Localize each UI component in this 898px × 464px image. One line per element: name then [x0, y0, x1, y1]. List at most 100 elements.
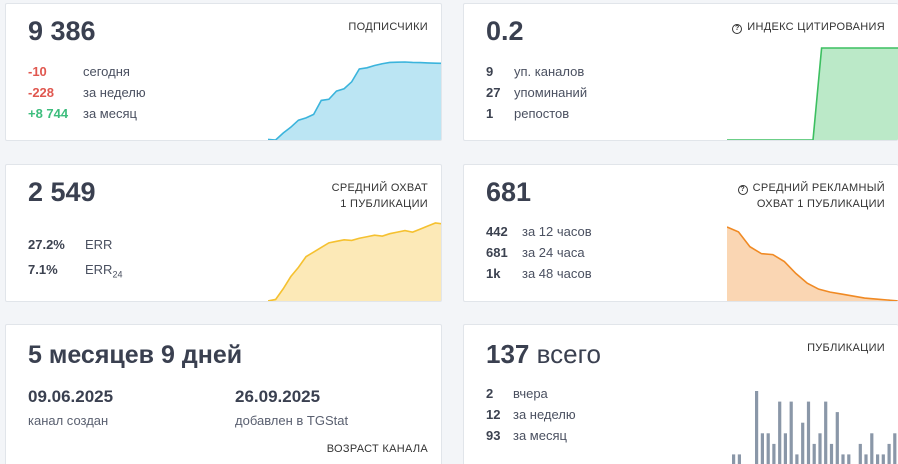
stat-value: 2 — [486, 386, 494, 401]
posts-bar — [766, 433, 770, 464]
help-icon[interactable]: ? — [732, 24, 743, 34]
stat-value: 27 — [486, 85, 501, 100]
channel-age-card[interactable]: 5 месяцев 9 дней 09.06.2025 канал создан… — [5, 324, 442, 464]
stat-row-24h: 681 за 24 часа — [486, 242, 592, 263]
reach-sparkline — [268, 222, 441, 301]
subscribers-card[interactable]: 9 386 ПОДПИСЧИКИ -10 сегодня -228 за недел… — [5, 3, 442, 141]
posts-bar — [778, 401, 782, 464]
added-date: 26.09.2025 — [235, 387, 321, 406]
reach-label-line1: СРЕДНИЙ ОХВАТ — [331, 182, 428, 194]
subscribers-label[interactable]: ПОДПИСЧИКИ — [348, 21, 428, 33]
sparkline-line — [727, 47, 898, 140]
stat-row-err24: 7.1% ERR24 — [28, 259, 122, 280]
stat-text: за 12 часов — [522, 224, 592, 239]
stat-text: за неделю — [83, 85, 146, 100]
posts-count: 137 — [486, 339, 530, 369]
posts-suffix: всего — [536, 339, 601, 369]
posts-bar — [755, 391, 759, 464]
sparkline-area — [268, 62, 441, 140]
posts-bar — [824, 401, 828, 464]
sparkline-line — [727, 226, 898, 301]
posts-bar — [818, 433, 822, 464]
sparkline-area — [727, 227, 898, 301]
stat-text: ERR — [85, 237, 113, 252]
citation-label[interactable]: ? ИНДЕКС ЦИТИРОВАНИЯ — [732, 19, 885, 35]
stat-row-48h: 1k за 48 часов — [486, 263, 592, 284]
stat-row-channels: 9 уп. каналов — [486, 61, 587, 82]
posts-bar — [864, 454, 868, 464]
subscribers-stats: -10 сегодня -228 за неделю +8 744 за месяц — [28, 61, 146, 124]
stat-text: упоминаний — [514, 85, 588, 100]
citation-label-text: ИНДЕКС ЦИТИРОВАНИЯ — [747, 21, 885, 33]
stat-text: за 24 часа — [522, 245, 585, 260]
posts-bar — [881, 454, 885, 464]
stat-subscript: 24 — [112, 269, 123, 280]
reach-label-line2: 1 ПУБЛИКАЦИИ — [340, 198, 428, 210]
stat-text: за 48 часов — [522, 266, 592, 281]
stat-value: 1 — [486, 106, 494, 121]
channel-age-label[interactable]: ВОЗРАСТ КАНАЛА — [326, 443, 428, 455]
stat-row-week: 12 за неделю — [486, 404, 576, 425]
stat-text: вчера — [513, 386, 548, 401]
posts-bar — [783, 433, 787, 464]
ad-reach-value: 681 — [486, 177, 532, 207]
stat-value: 442 — [486, 224, 508, 239]
stat-row-mentions: 27 упоминаний — [486, 82, 587, 103]
ad-reach-label-line2: ОХВАТ 1 ПУБЛИКАЦИИ — [756, 198, 885, 210]
ad-reach-sparkline — [727, 226, 898, 301]
stat-value: 12 — [486, 407, 501, 422]
stat-value: 93 — [486, 428, 501, 443]
posts-bar — [806, 401, 811, 464]
stat-value: +8 744 — [28, 106, 69, 121]
reach-label[interactable]: СРЕДНИЙ ОХВАТ 1 ПУБЛИКАЦИИ — [332, 180, 428, 212]
sparkline-area — [727, 48, 898, 140]
stat-row-today: -10 сегодня — [28, 61, 146, 82]
stat-row-err: 27.2% ERR — [28, 234, 122, 259]
stat-row-12h: 442 за 12 часов — [486, 221, 592, 242]
reach-card[interactable]: 2 549 СРЕДНИЙ ОХВАТ 1 ПУБЛИКАЦИИ 27.2% ERR… — [5, 164, 442, 302]
reach-value: 2 549 — [28, 177, 96, 207]
posts-bar — [801, 422, 805, 464]
posts-card[interactable]: 137 всего ПУБЛИКАЦИИ 2 вчера 12 за неделю … — [463, 324, 898, 464]
stat-text: уп. каналов — [514, 64, 585, 79]
stat-row-month: +8 744 за месяц — [28, 103, 146, 124]
posts-label[interactable]: ПУБЛИКАЦИИ — [807, 342, 885, 354]
stat-value: -228 — [28, 85, 55, 100]
stat-row-month: 93 за месяц — [486, 425, 576, 446]
stat-text: ERR — [85, 262, 113, 277]
posts-bar — [789, 401, 793, 464]
ad-reach-card[interactable]: 681 ? СРЕДНИЙ РЕКЛАМНЫЙ ОХВАТ 1 ПУБЛИКАЦИИ… — [463, 164, 898, 302]
help-icon[interactable]: ? — [737, 185, 748, 195]
stat-value: -10 — [28, 64, 47, 79]
stat-text: сегодня — [83, 64, 130, 79]
posts-bar — [887, 443, 891, 464]
added-label: добавлен в TGStat — [235, 413, 349, 428]
posts-bar — [870, 433, 874, 464]
stat-value: 681 — [486, 245, 508, 260]
citation-card[interactable]: 0.2 ? ИНДЕКС ЦИТИРОВАНИЯ 9 уп. каналов 27 у… — [463, 3, 898, 141]
posts-bar — [812, 443, 816, 464]
citation-stats: 9 уп. каналов 27 упоминаний 1 репостов — [486, 61, 587, 124]
reach-stats: 27.2% ERR 7.1% ERR24 — [28, 234, 122, 280]
ad-reach-label-line1: СРЕДНИЙ РЕКЛАМНЫЙ — [752, 182, 885, 194]
ad-reach-stats: 442 за 12 часов 681 за 24 часа 1k за 48 час… — [486, 221, 592, 284]
posts-value: 137 всего — [486, 339, 601, 370]
created-label: канал создан — [28, 413, 109, 428]
ad-reach-label[interactable]: ? СРЕДНИЙ РЕКЛАМНЫЙ ОХВАТ 1 ПУБЛИКАЦИИ — [737, 180, 885, 212]
stat-text: за неделю — [513, 407, 576, 422]
sparkline-line — [268, 222, 441, 301]
sparkline-area — [268, 223, 441, 301]
posts-bar — [829, 443, 834, 464]
stat-row-reposts: 1 репостов — [486, 103, 587, 124]
stat-value: 27.2% — [28, 237, 65, 252]
subscribers-sparkline — [268, 61, 441, 140]
posts-bar — [772, 443, 776, 464]
stat-text: репостов — [514, 106, 570, 121]
stat-row-week: -228 за неделю — [28, 82, 146, 103]
posts-bar — [893, 433, 897, 464]
stat-row-yesterday: 2 вчера — [486, 383, 576, 404]
citation-value: 0.2 — [486, 16, 524, 46]
stat-value: 1k — [486, 266, 501, 281]
stat-text: за месяц — [513, 428, 567, 443]
stat-text: за месяц — [83, 106, 137, 121]
